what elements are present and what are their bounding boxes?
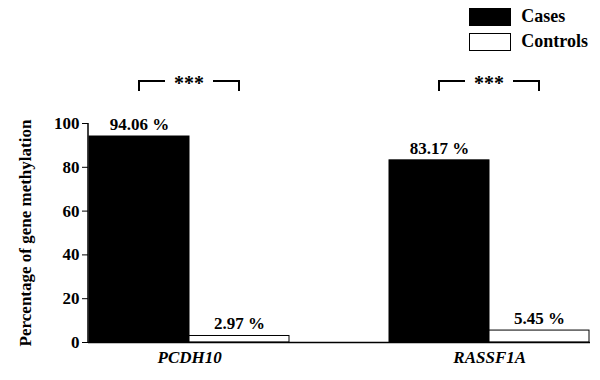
svg-text:2.97 %: 2.97 %	[214, 314, 265, 333]
html-text:Controls: Controls	[521, 31, 588, 51]
svg-text:***: ***	[174, 72, 204, 94]
svg-text:0: 0	[71, 333, 80, 352]
svg-text:20: 20	[63, 289, 80, 308]
svg-text:40: 40	[63, 245, 80, 264]
svg-text:PCDH10: PCDH10	[157, 348, 223, 367]
svg-text:80: 80	[63, 158, 80, 177]
svg-text:RASSF1A: RASSF1A	[452, 348, 526, 367]
svg-text:60: 60	[63, 202, 80, 221]
svg-text:83.17 %: 83.17 %	[410, 139, 470, 158]
html-text:Cases: Cases	[521, 6, 566, 26]
svg-text:5.45 %: 5.45 %	[514, 309, 565, 328]
svg-text:***: ***	[474, 72, 504, 94]
svg-text:94.06 %: 94.06 %	[110, 115, 170, 134]
svg-text:Percentage of gene methylation: Percentage of gene methylation	[16, 119, 35, 346]
svg-text:100: 100	[54, 114, 80, 133]
